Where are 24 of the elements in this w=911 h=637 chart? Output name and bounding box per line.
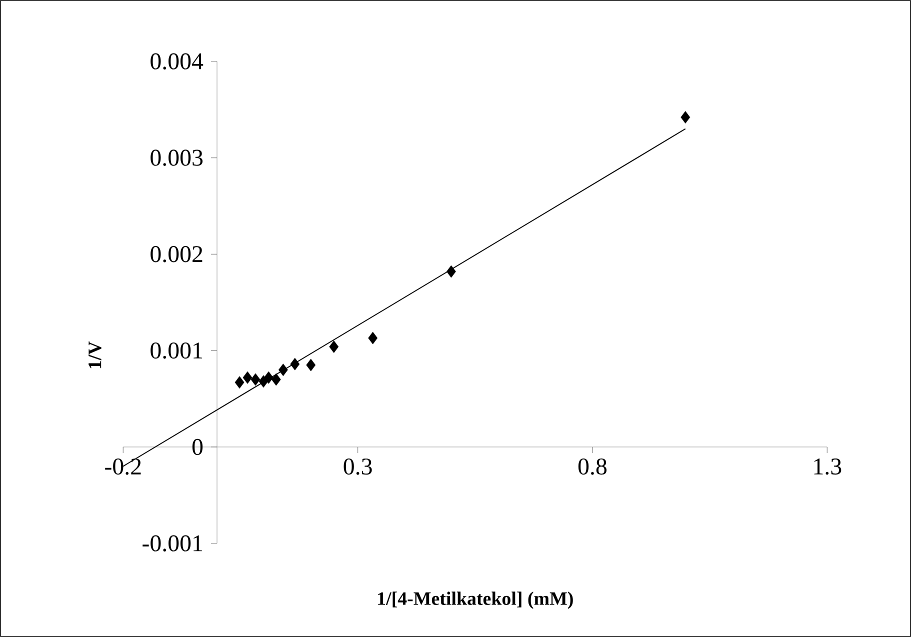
x-axis-title: 1/[4-Metilkatekol] (mM): [378, 592, 573, 609]
point: [271, 373, 281, 386]
y-tick-label: 0.004: [150, 53, 204, 70]
x-tick-label: 1.3: [814, 458, 842, 475]
y-tick-label: -0.001: [142, 535, 202, 552]
point: [306, 358, 316, 372]
point: [368, 332, 378, 344]
x-tick-label: 0.8: [578, 458, 607, 475]
point: [329, 340, 339, 353]
y-tick-label: 0.002: [150, 246, 202, 262]
y-tick-label: 0.003: [150, 150, 203, 166]
point: [264, 371, 274, 384]
x-tick-label: -0.2: [105, 458, 141, 475]
y-axis-title: 1/V: [88, 341, 102, 368]
y-tick-label: 0.001: [150, 342, 202, 359]
point: [250, 373, 260, 386]
y-tick-label: 0: [192, 438, 203, 456]
x-tick-label: 0.3: [344, 458, 372, 475]
point: [290, 358, 300, 370]
point: [680, 111, 690, 124]
point: [278, 364, 288, 376]
point: [242, 371, 252, 384]
point: [446, 265, 456, 278]
point: [234, 376, 244, 389]
